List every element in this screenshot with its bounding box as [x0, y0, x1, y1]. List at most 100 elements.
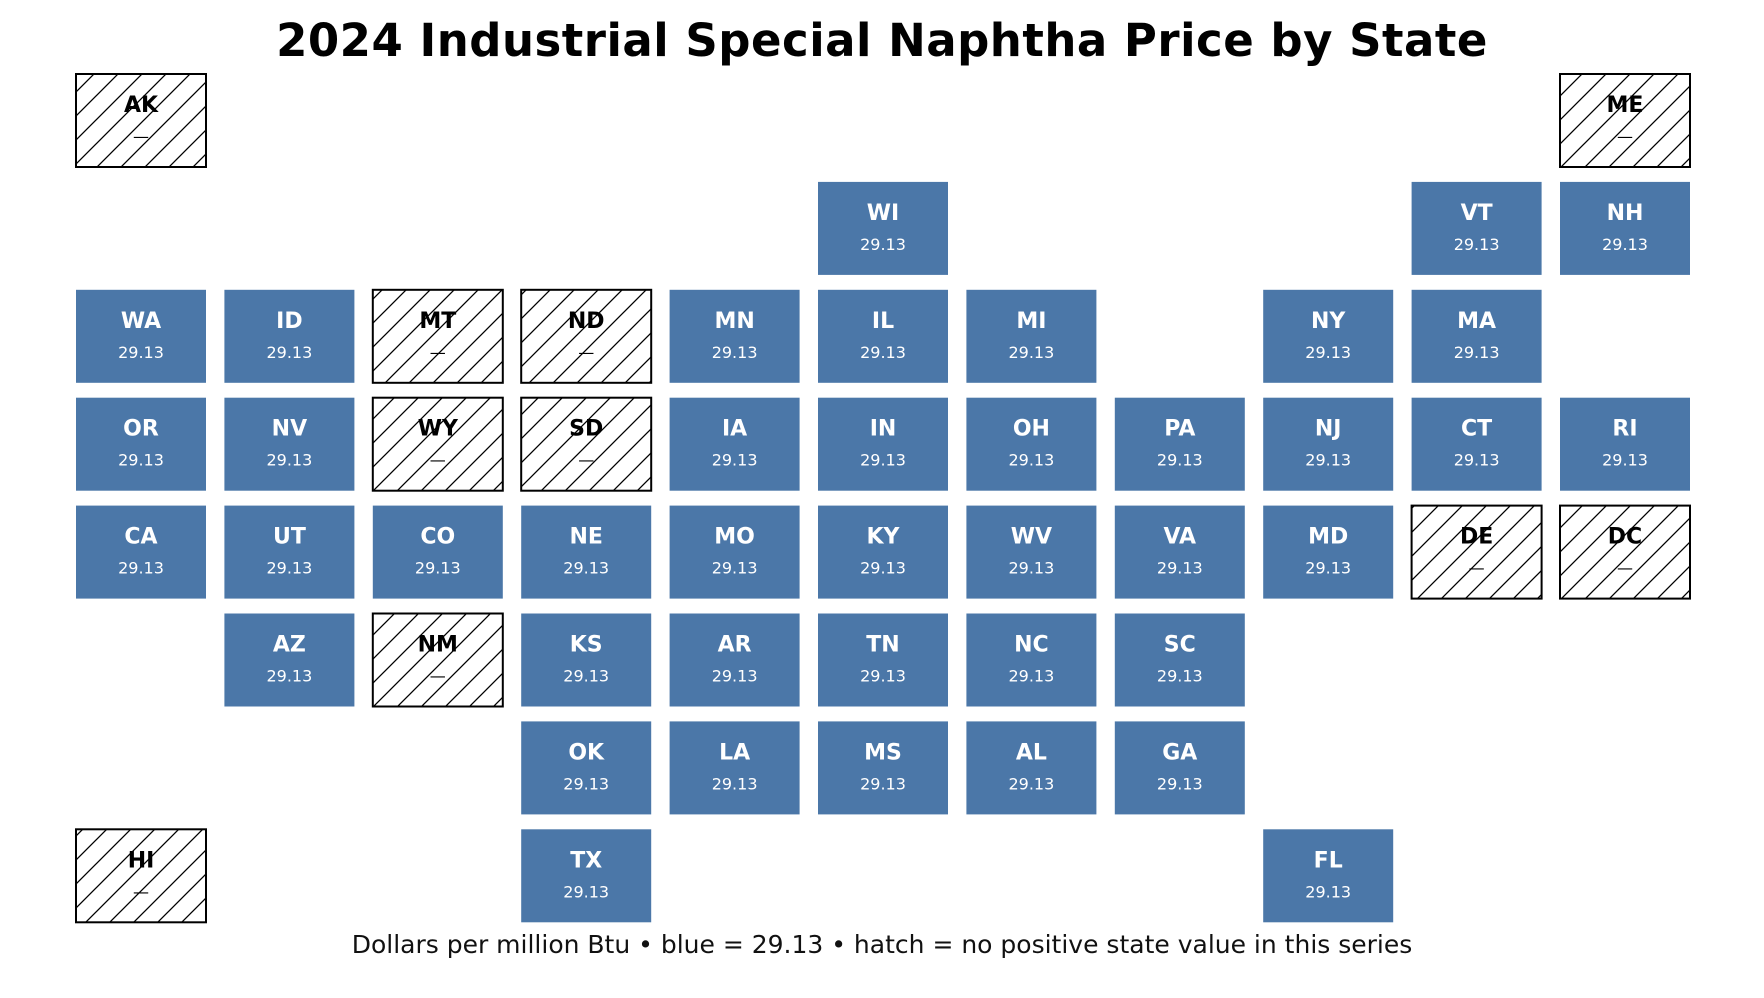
state-tile-ia: IA 29.13	[669, 397, 800, 491]
state-tile-rect	[1263, 505, 1394, 599]
state-tile-wi: WI 29.13	[818, 181, 948, 275]
state-value-label: 29.13	[712, 343, 758, 362]
state-tile-mo: MO 29.13	[669, 505, 800, 599]
state-tile-rect	[669, 613, 800, 707]
state-tile-rect	[1560, 181, 1690, 275]
state-tile-az: AZ 29.13	[224, 613, 355, 707]
state-abbr-label: NH	[1607, 201, 1644, 226]
state-value-label: 29.13	[1454, 343, 1500, 362]
state-tile-wv: WV 29.13	[966, 505, 1097, 599]
state-tile-ct: CT 29.13	[1411, 397, 1542, 491]
state-value-label: 29.13	[712, 774, 758, 793]
state-abbr-label: AR	[718, 633, 752, 658]
state-tile-oh: OH 29.13	[966, 397, 1097, 491]
state-tile-de: DE —	[1410, 504, 1543, 600]
state-tile-rect	[818, 721, 948, 815]
state-abbr-label: NM	[418, 633, 458, 658]
state-tile-pa: PA 29.13	[1114, 397, 1245, 491]
state-value-label: 29.13	[860, 774, 906, 793]
state-tile-rect	[1411, 289, 1542, 383]
state-abbr-label: LA	[719, 740, 750, 765]
state-value-label: 29.13	[1157, 774, 1203, 793]
state-tile-ma: MA 29.13	[1411, 289, 1542, 383]
state-tile-wy: WY —	[371, 396, 504, 492]
state-value-label: 29.13	[712, 451, 758, 470]
state-value-label: 29.13	[860, 451, 906, 470]
state-tile-rect	[1411, 181, 1542, 275]
state-abbr-label: MO	[714, 525, 755, 550]
state-value-label: 29.13	[1008, 774, 1054, 793]
state-abbr-label: PA	[1164, 417, 1195, 442]
chart-footer-note: Dollars per million Btu • blue = 29.13 •…	[351, 930, 1413, 959]
state-abbr-label: AK	[124, 93, 159, 118]
state-tile-rect	[1559, 73, 1691, 168]
state-value-label: 29.13	[118, 451, 164, 470]
state-tile-nc: NC 29.13	[966, 613, 1097, 707]
state-abbr-label: TN	[866, 633, 899, 658]
state-abbr-label: CA	[124, 525, 157, 550]
state-tile-rect	[75, 73, 207, 168]
state-abbr-label: ME	[1607, 93, 1644, 118]
state-tile-md: MD 29.13	[1263, 505, 1394, 599]
state-abbr-label: MT	[419, 309, 456, 334]
state-tile-ut: UT 29.13	[224, 505, 355, 599]
tile-group: AK — ME — WI 29.13 VT 29.13 NH 29.13 WA 29.13 ID 29.1…	[75, 73, 1691, 924]
state-tile-tn: TN 29.13	[818, 613, 948, 707]
state-tile-ca: CA 29.13	[76, 505, 206, 599]
state-value-label: 29.13	[1602, 451, 1648, 470]
state-abbr-label: NV	[272, 417, 307, 442]
state-abbr-label: RI	[1612, 417, 1637, 442]
state-tile-ks: KS 29.13	[521, 613, 652, 707]
state-abbr-label: HI	[128, 848, 155, 873]
state-abbr-label: NE	[569, 525, 602, 550]
state-tile-hi: HI —	[75, 828, 207, 924]
state-tile-rect	[1560, 397, 1690, 491]
state-tile-rect	[75, 828, 207, 924]
state-abbr-label: ND	[568, 309, 605, 334]
state-abbr-label: AZ	[273, 633, 306, 658]
state-abbr-label: MI	[1016, 309, 1046, 334]
state-tile-rect	[1263, 289, 1394, 383]
state-abbr-label: NJ	[1315, 417, 1342, 442]
state-value-label: 29.13	[712, 667, 758, 686]
state-abbr-label: OH	[1013, 417, 1050, 442]
state-value-label: 29.13	[1454, 235, 1500, 254]
state-value-label: 29.13	[415, 559, 461, 578]
state-value-label: 29.13	[860, 667, 906, 686]
state-tile-rect	[1114, 613, 1245, 707]
state-value-label: —	[578, 343, 594, 362]
state-abbr-label: ID	[276, 309, 302, 334]
state-abbr-label: DC	[1608, 525, 1642, 550]
state-abbr-label: SD	[569, 417, 603, 442]
state-tile-rect	[818, 397, 948, 491]
state-tile-rect	[371, 288, 504, 384]
state-tile-me: ME —	[1559, 73, 1691, 168]
state-value-label: 29.13	[1008, 451, 1054, 470]
state-value-label: —	[1469, 559, 1485, 578]
state-tile-or: OR 29.13	[76, 397, 206, 491]
state-abbr-label: WI	[867, 201, 899, 226]
state-tile-ny: NY 29.13	[1263, 289, 1394, 383]
state-abbr-label: SC	[1164, 633, 1196, 658]
state-value-label: —	[133, 882, 149, 901]
state-tile-rect	[1411, 397, 1542, 491]
state-tile-rect	[1410, 504, 1543, 600]
state-tile-rect	[521, 613, 652, 707]
state-tile-rect	[1263, 397, 1394, 491]
state-value-label: 29.13	[1305, 559, 1351, 578]
state-abbr-label: VT	[1461, 201, 1493, 226]
state-tile-al: AL 29.13	[966, 721, 1097, 815]
state-abbr-label: KY	[867, 525, 901, 550]
state-tile-rect	[966, 613, 1097, 707]
state-abbr-label: NY	[1311, 309, 1346, 334]
state-tile-rect	[1263, 829, 1394, 923]
state-tile-mn: MN 29.13	[669, 289, 800, 383]
state-tile-in: IN 29.13	[818, 397, 948, 491]
state-value-label: 29.13	[118, 559, 164, 578]
state-abbr-label: VA	[1164, 525, 1197, 550]
state-tile-mt: MT —	[371, 288, 504, 384]
state-tile-la: LA 29.13	[669, 721, 800, 815]
state-value-label: 29.13	[266, 451, 312, 470]
state-tile-rect	[1114, 721, 1245, 815]
state-tile-va: VA 29.13	[1114, 505, 1245, 599]
